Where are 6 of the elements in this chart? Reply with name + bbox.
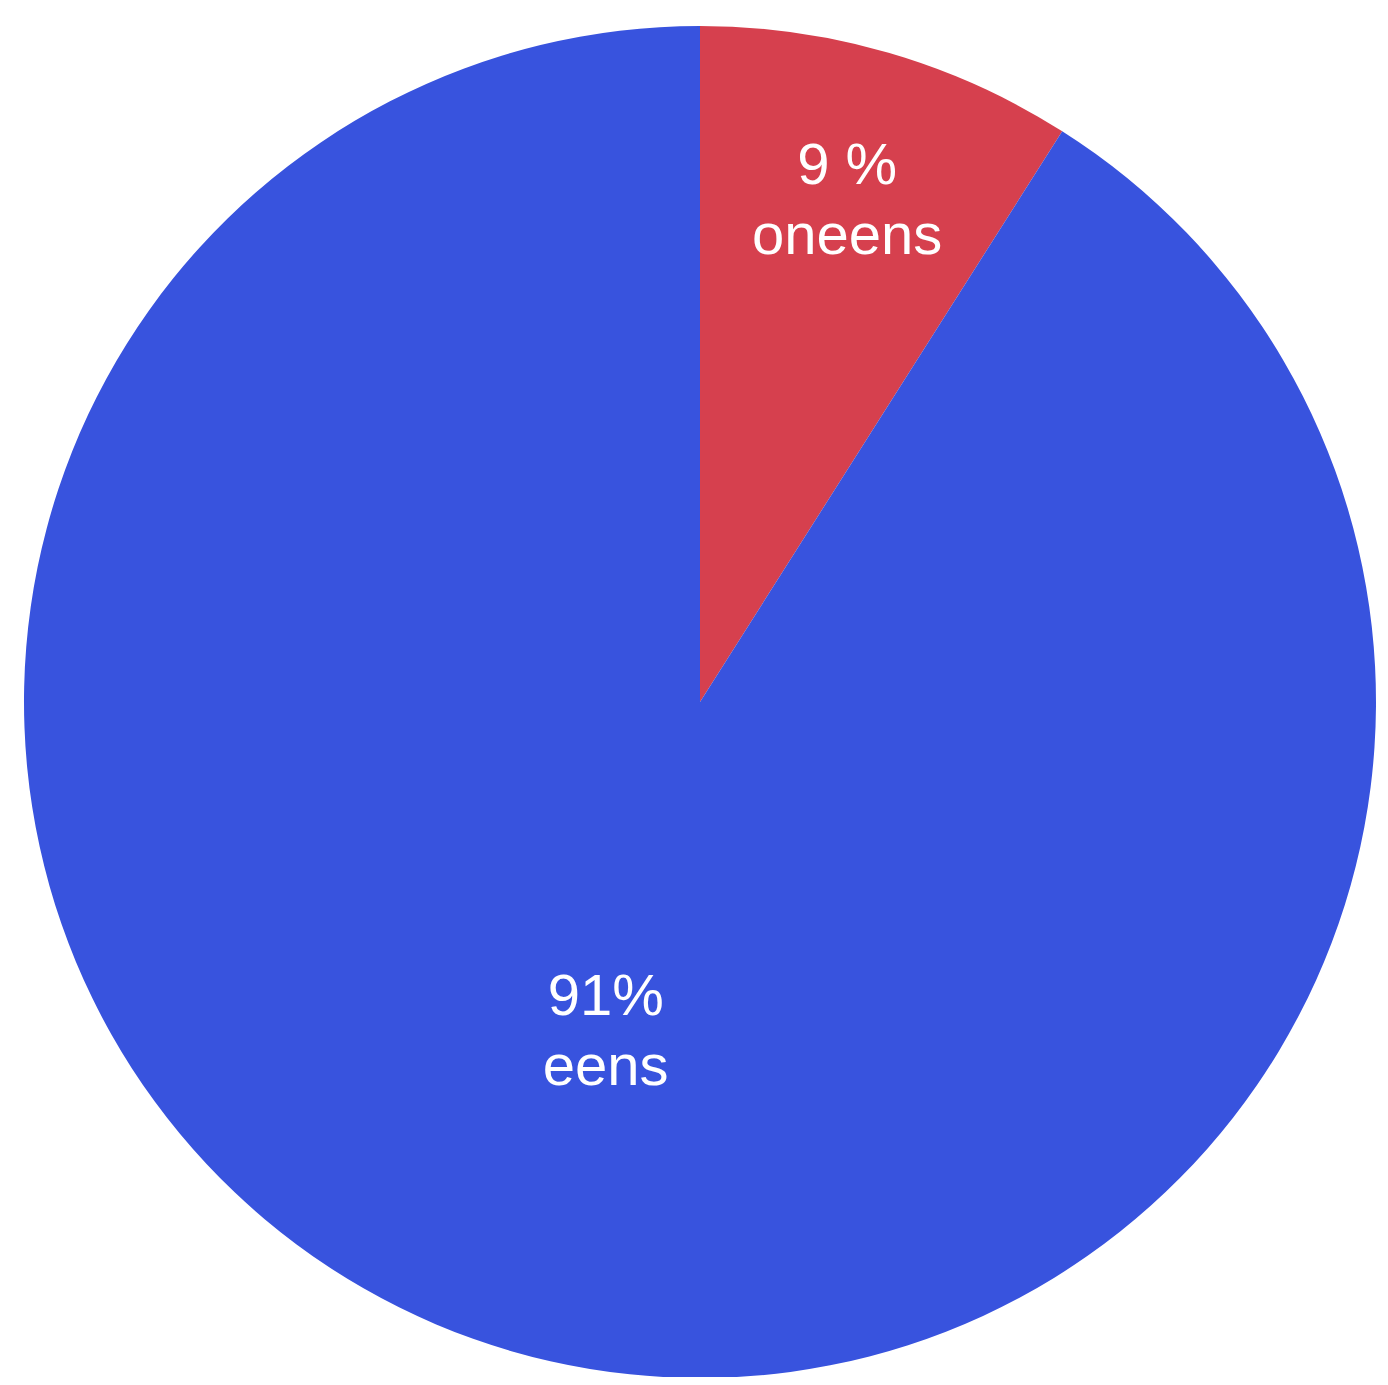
data-label: 9 %	[797, 131, 898, 197]
pie-slice	[24, 26, 1376, 1377]
slice-label: oneens	[751, 200, 943, 266]
pie-slice	[700, 26, 1063, 702]
slice-label: eens	[542, 1031, 669, 1097]
data-label: 91%	[547, 961, 664, 1027]
